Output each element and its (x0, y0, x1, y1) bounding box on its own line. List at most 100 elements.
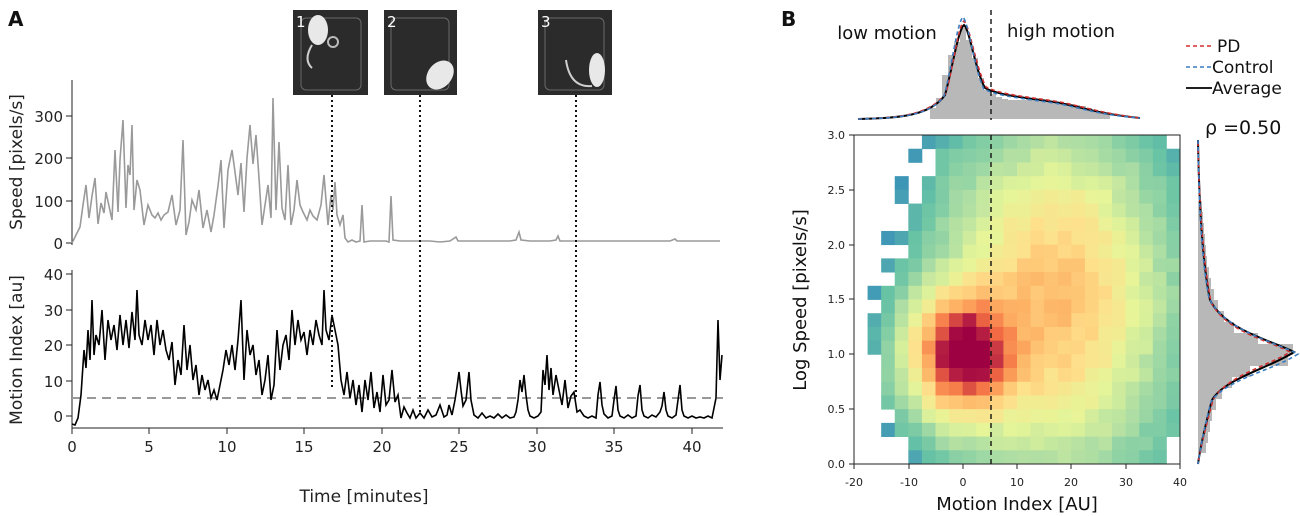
heatmap-cell (1098, 230, 1113, 246)
heatmap-cell (989, 272, 1004, 287)
hy-tick-label-15: 1.5 (828, 293, 846, 306)
motion-tick-20: 20 (44, 337, 72, 355)
heatmap-cell (1003, 436, 1018, 451)
heatmap-cell (1017, 148, 1031, 163)
top-marginal-average-kde (857, 23, 1141, 120)
hy-tick-10: 1.0 (828, 348, 854, 361)
heatmap-cell (1166, 354, 1181, 369)
heatmap-cell (935, 217, 950, 232)
motion-tick-label-40: 40 (44, 266, 63, 284)
heatmap-cell (867, 313, 882, 328)
heatmap-cell (989, 285, 1004, 300)
heatmap-cell (935, 313, 950, 328)
heatmap-cell (1017, 368, 1031, 383)
heatmap-cell (976, 189, 991, 204)
heatmap-cell (1057, 272, 1072, 287)
heatmap-cell (908, 395, 923, 410)
heatmap-cell (1112, 313, 1127, 328)
heatmap-cell (1098, 258, 1113, 273)
heatmap-cell (921, 135, 936, 150)
heatmap-cell (1098, 450, 1113, 465)
heatmap-cell (1003, 203, 1018, 218)
motion-tick-label-20: 20 (44, 337, 63, 355)
heatmap-cell (1166, 176, 1181, 191)
heatmap-cell (962, 422, 977, 437)
heatmap-cell (1057, 148, 1072, 163)
heatmap-cell (1152, 326, 1167, 342)
heatmap-cell (1030, 381, 1045, 396)
heatmap-cell (1112, 381, 1127, 396)
heatmap-cell (1125, 409, 1140, 424)
heatmap-cell (949, 381, 964, 396)
thumbnail-3-label: 3 (541, 13, 551, 31)
heatmap-cell (949, 189, 964, 204)
heatmap-cell (1084, 258, 1099, 273)
top-marginal-pd-kde (857, 19, 1141, 120)
speed-tick-label-100: 100 (34, 193, 63, 211)
heatmap-cell (894, 381, 909, 396)
heatmap-cell (1125, 148, 1140, 163)
heatmap-cell (935, 258, 950, 273)
heatmap-cell (1057, 176, 1072, 191)
heatmap-cell (908, 272, 923, 287)
heatmap-cell (1003, 189, 1018, 204)
heatmap-cell (935, 244, 950, 259)
heatmap-cell (1139, 299, 1154, 314)
heatmap-cell (908, 258, 923, 273)
heatmap-cell (1098, 368, 1113, 383)
heatmap-cell (989, 217, 1004, 232)
heatmap-cell (962, 326, 977, 342)
heatmap-cell (1166, 313, 1181, 328)
heatmap-cell (949, 299, 964, 314)
heatmap-cell (908, 230, 923, 246)
heatmap-cell (1139, 203, 1154, 218)
heatmap-cell (894, 299, 909, 314)
heatmap-cell (1139, 148, 1154, 163)
heatmap-cell (1125, 395, 1140, 410)
heatmap-cell (1057, 368, 1072, 383)
heatmap-cell (1112, 354, 1127, 369)
heatmap-cell (949, 395, 964, 410)
heatmap-cell (1112, 285, 1127, 300)
heatmap-cell (1003, 258, 1018, 273)
heatmap-cell (1071, 217, 1086, 232)
legend-entry-pd: PD (1186, 37, 1240, 57)
heatmap-cell (1044, 162, 1059, 177)
heatmap-cell (894, 258, 909, 273)
heatmap-cell (1166, 148, 1181, 163)
motion-tick-30: 30 (44, 302, 72, 320)
heatmap-cell (921, 217, 936, 232)
heatmap-cell (881, 368, 896, 383)
hx-tick-30: 30 (1119, 464, 1133, 489)
heatmap-cell (908, 422, 923, 437)
heatmap-cell (894, 272, 909, 287)
time-tick-0: 0 (67, 428, 77, 456)
heatmap-cell (881, 340, 896, 355)
heatmap-cell (1044, 340, 1059, 355)
heatmap-cell (1152, 422, 1167, 437)
heatmap-cell (962, 299, 977, 314)
heatmap-cell (949, 450, 964, 465)
heatmap-cell (976, 217, 991, 232)
heatmap-cell (908, 450, 923, 465)
heatmap-cell (1057, 409, 1072, 424)
heatmap-cell (921, 340, 936, 355)
heatmap-cell (1166, 230, 1181, 246)
heatmap-cell (976, 450, 991, 465)
heatmap-cell (976, 176, 991, 191)
heatmap-cell (989, 450, 1004, 465)
time-tick-30: 30 (527, 428, 547, 456)
speed-trace (71, 97, 720, 244)
heatmap-cell (908, 299, 923, 314)
heatmap-cell (962, 162, 977, 177)
hy-tick-20: 2.0 (828, 239, 854, 252)
heatmap-cell (1044, 299, 1059, 314)
heatmap-cell (1112, 409, 1127, 424)
heatmap-cell (1017, 272, 1031, 287)
heatmap-cell (921, 313, 936, 328)
heatmap-cell (1112, 203, 1127, 218)
right-marginal-histogram (1198, 201, 1293, 453)
heatmap-cell (1166, 285, 1181, 300)
heatmap-cell (1057, 395, 1072, 410)
heatmap-cell (1071, 422, 1086, 437)
